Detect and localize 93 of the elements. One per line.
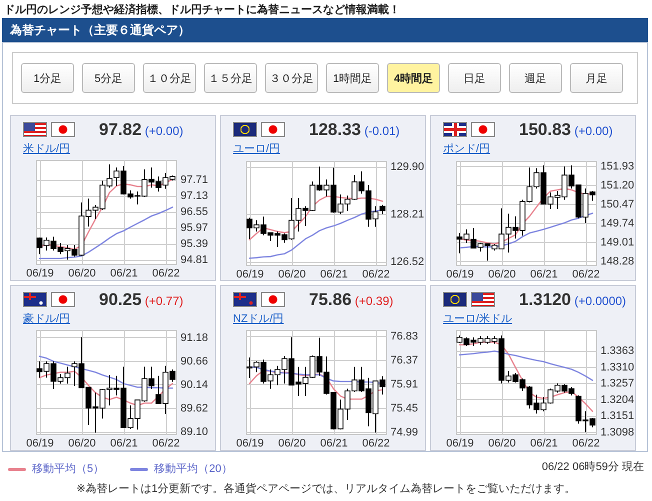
text: 5分足: [82, 63, 135, 93]
y-tick-label: 90.14: [180, 379, 208, 391]
y-tick-label: 126.52: [390, 256, 424, 268]
text: ドル円のレンジ予想や経済指標、ドル円チャートに為替ニュースなど情報満載！: [4, 2, 400, 17]
y-tick-label: 74.99: [390, 426, 418, 438]
x-tick-label: 06/22: [572, 438, 600, 450]
text: 日足: [448, 63, 501, 93]
text: 75.86: [309, 290, 352, 309]
x-tick-label: 06/21: [110, 438, 138, 450]
y-tick-label: 76.83: [390, 330, 418, 343]
chart-title: 米ドル/円: [23, 142, 70, 156]
y-tick-label: 94.81: [180, 254, 208, 266]
y-tick-label: 128.21: [390, 208, 424, 221]
x-tick-label: 06/21: [530, 268, 558, 280]
line-series: [458, 350, 594, 381]
chart-title: ポンド/円: [443, 142, 490, 156]
x-tick-label: 06/19: [446, 438, 474, 450]
text: 1.3120: [519, 290, 571, 309]
x-tick-label: 06/22: [362, 438, 390, 450]
chart-title: ユーロ/米ドル: [443, 312, 512, 326]
candlestick: [380, 204, 386, 215]
text: 1分足: [21, 63, 74, 93]
x-tick-label: 06/22: [362, 268, 390, 280]
x-tick-label: 06/20: [278, 268, 306, 280]
x-tick-label: 06/19: [26, 438, 54, 450]
y-tick-label: 1.3257: [600, 378, 634, 390]
x-tick-label: 06/21: [320, 438, 348, 450]
y-tick-label: 1.3363: [600, 345, 634, 358]
x-tick-label: 06/21: [320, 268, 348, 280]
y-tick-label: 149.74: [600, 218, 634, 230]
text: (+0.0000): [573, 294, 626, 308]
text: ３０分足: [265, 63, 318, 93]
x-tick-label: 06/22: [152, 438, 180, 450]
y-tick-label: 97.71: [180, 174, 208, 186]
y-tick-label: 95.97: [180, 222, 208, 234]
chart-title: 豪ドル/円: [23, 312, 70, 326]
x-tick-label: 06/20: [278, 438, 306, 450]
y-tick-label: 89.10: [180, 426, 208, 438]
x-tick-label: 06/20: [68, 268, 96, 280]
text: 128.33: [309, 120, 361, 139]
text: (+0.39): [354, 294, 394, 308]
text: 90.25: [99, 290, 142, 309]
y-tick-label: 151.93: [600, 160, 634, 173]
x-tick-label: 06/19: [446, 268, 474, 280]
text: １０分足: [143, 63, 196, 93]
y-tick-label: 1.3098: [600, 426, 634, 438]
text: 週足: [509, 63, 562, 93]
text: 1時間足: [326, 63, 379, 93]
text: ※為替レートは1分更新です。各通貨ペアページでは、リアルタイム為替レートをご覧いただけます。: [75, 482, 577, 496]
chart-title: ユーロ/円: [233, 142, 280, 156]
x-tick-label: 06/21: [530, 438, 558, 450]
text: (+0.00): [573, 124, 613, 138]
x-tick-label: 06/19: [26, 268, 54, 280]
text: 150.83: [519, 120, 571, 139]
y-tick-label: 97.13: [180, 190, 208, 202]
text: (+0.00): [144, 124, 184, 138]
y-tick-label: 1.3204: [600, 394, 634, 406]
text: １５分足: [204, 63, 257, 93]
y-tick-label: 96.55: [180, 206, 208, 218]
y-tick-label: 95.39: [180, 238, 208, 250]
y-tick-label: 75.91: [390, 378, 418, 391]
y-tick-label: 91.18: [180, 332, 208, 344]
legend-label: 移動平均（20）: [154, 463, 232, 475]
x-tick-label: 06/22: [572, 268, 600, 280]
chart-title: NZドル/円: [233, 312, 284, 326]
y-tick-label: 1.3310: [600, 361, 634, 374]
x-tick-label: 06/20: [488, 268, 516, 280]
y-tick-label: 148.28: [600, 256, 634, 268]
x-tick-label: 06/19: [236, 268, 264, 280]
x-tick-label: 06/19: [236, 438, 264, 450]
line-series: [458, 212, 594, 248]
text: 4時間足: [387, 63, 440, 93]
text: 97.82: [99, 120, 142, 139]
text: (-0.01): [363, 124, 400, 138]
text: (+0.77): [144, 294, 184, 308]
y-tick-label: 75.45: [390, 402, 418, 414]
y-tick-label: 76.37: [390, 354, 418, 367]
y-tick-label: 129.90: [390, 161, 424, 174]
line-series: [38, 206, 174, 260]
y-tick-label: 90.66: [180, 355, 208, 368]
x-tick-label: 06/20: [488, 438, 516, 450]
y-tick-label: 149.01: [600, 236, 634, 249]
y-tick-label: 1.3151: [600, 410, 634, 422]
y-tick-label: 151.20: [600, 180, 634, 192]
x-tick-label: 06/20: [68, 438, 96, 450]
x-tick-label: 06/21: [110, 268, 138, 280]
legend-label: 移動平均（5）: [32, 463, 104, 475]
x-tick-label: 06/22: [152, 268, 180, 280]
y-tick-label: 89.62: [180, 402, 208, 415]
text: 月足: [570, 63, 623, 93]
text: 06/22 06時59分 現在: [542, 460, 644, 474]
text: 為替チャート（主要６通貨ペア）: [2, 18, 648, 42]
y-tick-label: 150.47: [600, 198, 634, 211]
